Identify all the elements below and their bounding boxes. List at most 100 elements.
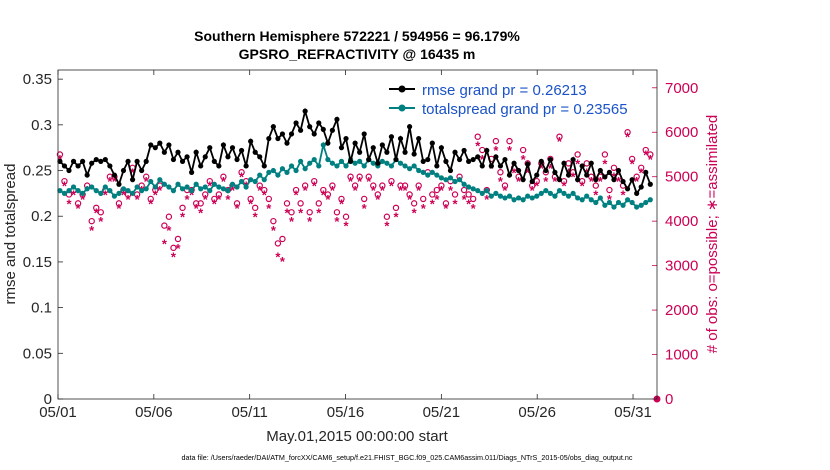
obs-assimilated-point: * xyxy=(353,183,359,198)
rmse-point xyxy=(556,177,563,183)
rmse-point xyxy=(565,172,572,178)
totalspread-point xyxy=(447,175,454,181)
rmse-point xyxy=(102,156,108,163)
y-axis-label-right: # of obs: o=possible; ∗=assimilated xyxy=(704,115,721,354)
obs-possible-point xyxy=(197,200,204,207)
obs-assimilated-point: * xyxy=(580,179,586,194)
totalspread-point xyxy=(575,195,581,201)
totalspread-point xyxy=(320,142,326,148)
totalspread-point xyxy=(329,160,335,166)
obs-possible-point xyxy=(492,137,500,145)
obs-assimilated-point: * xyxy=(148,196,154,211)
totalspread-point xyxy=(179,186,186,192)
rmse-point xyxy=(379,142,385,148)
rmse-point xyxy=(520,177,526,183)
rmse-point xyxy=(234,156,240,163)
rmse-point xyxy=(329,127,335,133)
obs-assimilated-point: * xyxy=(262,187,268,202)
obs-assimilated-point: * xyxy=(194,201,200,216)
totalspread-point xyxy=(225,188,231,194)
chart-title-line1: Southern Hemisphere 572221 / 594956 = 96… xyxy=(194,28,520,44)
obs-assimilated-point: * xyxy=(480,152,486,167)
obs-possible-point xyxy=(233,200,241,207)
totalspread-point xyxy=(243,184,249,190)
totalspread-point xyxy=(70,184,77,190)
rmse-point xyxy=(57,158,63,164)
obs-assimilated-point: * xyxy=(307,214,313,229)
obs-possible-point xyxy=(429,191,436,198)
x-tick-label: 05/06 xyxy=(135,404,173,421)
rmse-point xyxy=(597,167,603,174)
obs-assimilated-point: * xyxy=(80,192,86,207)
x-tick-label: 05/01 xyxy=(39,404,77,421)
totalspread-point xyxy=(57,188,63,194)
rmse-point xyxy=(538,158,544,164)
rmse-point xyxy=(447,167,454,174)
rmse-point xyxy=(161,149,167,155)
obs-assimilated-point: * xyxy=(189,187,195,202)
obs-possible-point xyxy=(270,217,277,225)
obs-assimilated-point: * xyxy=(316,205,322,220)
totalspread-point xyxy=(438,175,444,181)
obs-possible-point xyxy=(460,186,468,194)
obs-assimilated-point: * xyxy=(175,241,181,256)
obs-assimilated-point: * xyxy=(343,219,349,234)
obs-possible-point xyxy=(202,191,209,198)
obs-assimilated-point: * xyxy=(430,196,436,211)
rmse-point xyxy=(593,177,599,183)
totalspread-point xyxy=(261,177,267,183)
totalspread-point xyxy=(520,197,526,203)
totalspread-point xyxy=(402,163,408,169)
y-right-tick-label: 7000 xyxy=(665,80,698,97)
rmse-point xyxy=(506,172,513,178)
obs-possible-point xyxy=(88,217,95,225)
totalspread-point xyxy=(547,190,553,196)
obs-assimilated-point: * xyxy=(462,192,468,207)
totalspread-point xyxy=(302,166,308,172)
rmse-point xyxy=(257,154,263,160)
obs-assimilated-point: * xyxy=(234,201,240,216)
rmse-point xyxy=(89,160,95,166)
legend-box xyxy=(386,76,648,118)
obs-possible-point xyxy=(433,186,441,194)
rmse-point xyxy=(184,154,190,160)
rmse-point xyxy=(502,156,508,163)
totalspread-point xyxy=(325,156,331,163)
totalspread-point xyxy=(152,184,158,190)
rmse-point xyxy=(334,116,340,122)
rmse-point xyxy=(479,163,485,169)
y-axis-label-left: rmse and totalspread xyxy=(2,164,19,305)
totalspread-point xyxy=(198,186,204,192)
rmse-point xyxy=(402,149,408,155)
obs-assimilated-point: * xyxy=(312,179,318,194)
obs-assimilated-point: * xyxy=(534,179,540,194)
obs-assimilated-point: * xyxy=(398,183,404,198)
rmse-point xyxy=(375,160,381,166)
obs-assimilated-point: * xyxy=(452,196,458,211)
rmse-point xyxy=(179,158,186,164)
totalspread-point xyxy=(606,199,613,206)
obs-assimilated-point: * xyxy=(393,210,399,225)
rmse-point xyxy=(638,184,644,190)
obs-assimilated-point: * xyxy=(502,183,508,198)
obs-possible-point xyxy=(592,182,599,189)
obs-possible-point xyxy=(360,195,368,203)
rmse-point xyxy=(170,156,177,163)
rmse-point xyxy=(434,163,440,169)
obs-assimilated-point: * xyxy=(89,223,95,238)
totalspread-point xyxy=(593,199,599,206)
obs-possible-point xyxy=(274,240,282,247)
rmse-point xyxy=(98,158,104,164)
x-tick-label: 05/26 xyxy=(518,404,556,421)
obs-possible-point xyxy=(165,213,173,220)
totalspread-point xyxy=(352,160,358,166)
obs-assimilated-point: * xyxy=(589,174,595,189)
obs-possible-point xyxy=(388,177,395,185)
totalspread-point xyxy=(216,184,222,190)
rmse-point xyxy=(438,145,444,151)
rmse-point xyxy=(397,135,404,142)
rmse-point xyxy=(229,145,236,151)
rmse-point xyxy=(525,161,531,167)
obs-possible-point xyxy=(638,164,645,172)
obs-assimilated-point: * xyxy=(94,205,100,220)
